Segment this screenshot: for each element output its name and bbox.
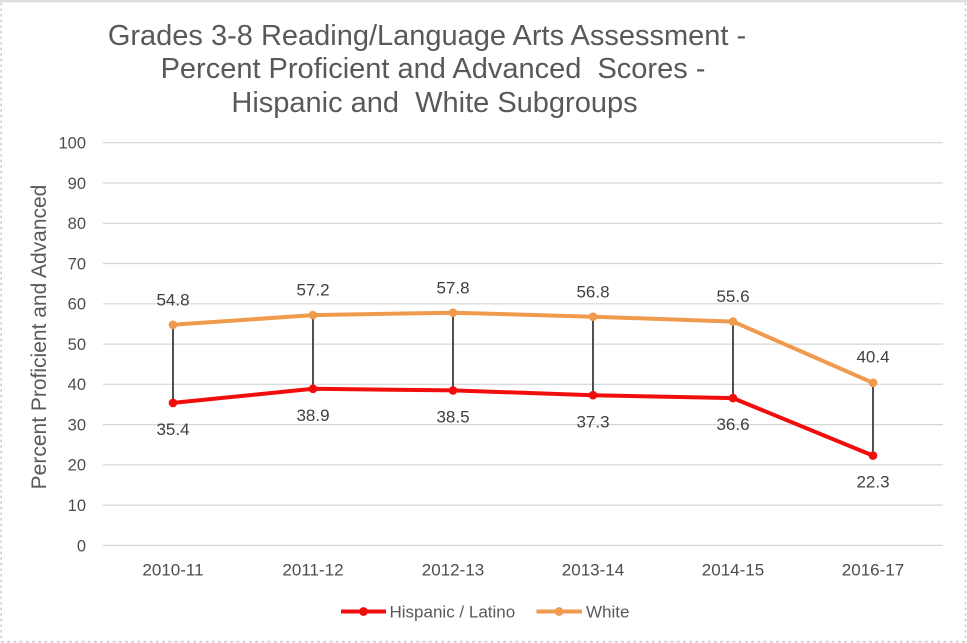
svg-text:70: 70: [68, 255, 86, 273]
svg-text:Grades 3-8 Reading/Language Ar: Grades 3-8 Reading/Language Arts Assessm…: [108, 20, 746, 52]
svg-text:0: 0: [77, 537, 86, 555]
svg-text:35.4: 35.4: [156, 420, 189, 439]
svg-text:80: 80: [68, 215, 86, 233]
svg-text:90: 90: [68, 175, 86, 193]
svg-text:100: 100: [58, 135, 86, 153]
svg-text:40.4: 40.4: [856, 348, 889, 367]
svg-text:57.2: 57.2: [296, 281, 329, 300]
svg-text:Hispanic and White Subgroups: Hispanic and White Subgroups: [231, 87, 637, 119]
svg-text:55.6: 55.6: [716, 287, 749, 306]
svg-text:38.5: 38.5: [436, 408, 469, 427]
svg-text:10: 10: [68, 497, 86, 515]
svg-text:38.9: 38.9: [296, 406, 329, 425]
svg-text:White: White: [586, 602, 629, 621]
svg-text:2012-13: 2012-13: [422, 561, 484, 580]
svg-text:40: 40: [68, 376, 86, 394]
svg-text:36.6: 36.6: [716, 415, 749, 434]
svg-text:37.3: 37.3: [576, 412, 609, 431]
svg-text:2013-14: 2013-14: [562, 561, 624, 580]
svg-text:Percent Proficient and Advance: Percent Proficient and Advanced: [28, 185, 51, 490]
svg-text:60: 60: [68, 296, 86, 314]
svg-text:Hispanic / Latino: Hispanic / Latino: [390, 602, 516, 621]
svg-text:56.8: 56.8: [576, 282, 609, 301]
svg-text:54.8: 54.8: [156, 291, 189, 310]
svg-text:20: 20: [68, 457, 86, 475]
svg-text:2016-17: 2016-17: [842, 561, 904, 580]
svg-text:22.3: 22.3: [856, 473, 889, 492]
svg-text:30: 30: [68, 417, 86, 435]
svg-text:57.8: 57.8: [436, 278, 469, 297]
svg-text:2010-11: 2010-11: [142, 561, 203, 580]
svg-text:50: 50: [68, 336, 86, 354]
svg-text:2014-15: 2014-15: [702, 561, 764, 580]
svg-text:2011-12: 2011-12: [282, 561, 343, 580]
svg-text:Percent Proficient and Advance: Percent Proficient and Advanced Scores -: [161, 53, 706, 85]
